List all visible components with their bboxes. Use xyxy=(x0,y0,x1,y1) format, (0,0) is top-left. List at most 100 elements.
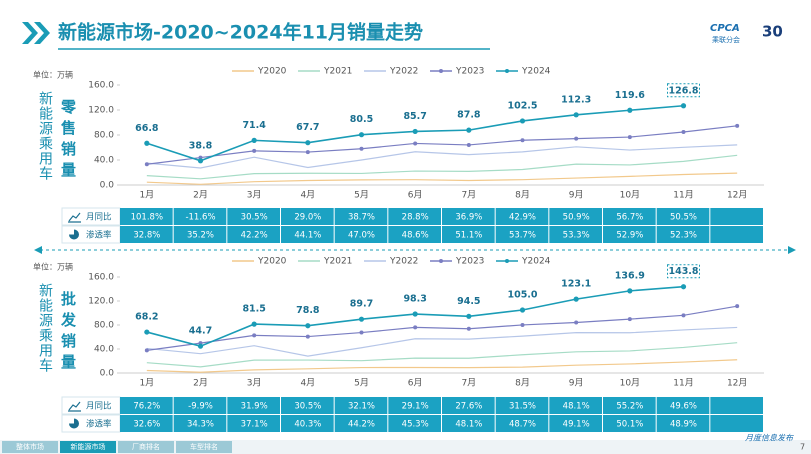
point xyxy=(466,142,471,147)
point xyxy=(251,137,257,143)
y-tick-label: 0.0 xyxy=(100,369,115,379)
table-cell xyxy=(549,226,602,243)
table-cell xyxy=(388,415,441,432)
table-cell-text: 31.9% xyxy=(241,402,268,412)
table-cell-text: -9.9% xyxy=(188,402,213,412)
x-tick-label: 7月 xyxy=(461,190,476,201)
table-cell xyxy=(603,415,656,432)
point xyxy=(144,329,150,335)
table-cell-text: 53.3% xyxy=(563,231,590,241)
data-label: 119.6 xyxy=(615,90,645,101)
page-number: 7 xyxy=(800,443,805,452)
x-tick-label: 7月 xyxy=(461,378,476,389)
table-cell xyxy=(334,397,388,414)
logo-sub: 乘联分会 xyxy=(712,35,740,44)
table-cell-text: 49.6% xyxy=(670,402,697,412)
data-label: 123.1 xyxy=(561,279,591,290)
x-tick-label: 1月 xyxy=(139,190,154,201)
legend-label: Y2023 xyxy=(455,257,484,267)
trend-icon xyxy=(68,212,81,223)
x-tick-label: 10月 xyxy=(620,378,640,389)
data-label: 85.7 xyxy=(403,111,426,122)
table-cell xyxy=(495,397,549,414)
table-cell xyxy=(173,415,227,432)
y-tick-label: 120.0 xyxy=(88,106,114,116)
table-cell-text: 48.6% xyxy=(402,231,429,241)
point xyxy=(144,140,150,146)
table-cell-text: 29.0% xyxy=(294,213,321,223)
table-cell-text: 32.6% xyxy=(133,420,160,430)
table-cell-text: 28.8% xyxy=(402,213,429,223)
table-cell-text: 48.9% xyxy=(670,420,697,430)
footer-note: 月度信息发布 xyxy=(745,434,794,443)
table-cell-text: 48.1% xyxy=(455,420,482,430)
table-cell xyxy=(442,415,495,432)
point xyxy=(197,343,204,349)
y-axis-label: 新能源乘用车 xyxy=(37,91,53,181)
data-label: 112.3 xyxy=(561,94,591,105)
table-cell xyxy=(495,208,549,225)
table-cell xyxy=(603,226,656,243)
legend-label: Y2024 xyxy=(521,257,551,267)
table-cell xyxy=(388,226,441,243)
table-row-label: 月同比 xyxy=(86,212,112,223)
point xyxy=(305,150,310,155)
table-cell-text: 48.1% xyxy=(563,402,590,412)
table-cell xyxy=(656,226,710,243)
point xyxy=(466,313,472,319)
table-cell-text: 48.7% xyxy=(509,420,536,430)
table-cell-text: 56.7% xyxy=(616,213,643,223)
point xyxy=(735,123,740,128)
footer-tab[interactable] xyxy=(60,441,116,453)
table-row-label: 渗透率 xyxy=(86,419,112,430)
table-cell-text: 44.1% xyxy=(294,231,321,241)
trend-icon xyxy=(68,401,81,412)
table-cell xyxy=(334,415,388,432)
y-tick-label: 80.0 xyxy=(94,131,114,141)
data-label: 143.8 xyxy=(668,266,698,277)
data-label: 87.8 xyxy=(457,110,481,121)
table-cell-text: 50.1% xyxy=(616,420,643,430)
table-cell xyxy=(227,397,280,414)
legend-marker xyxy=(439,69,443,73)
y-tick-label: 0.0 xyxy=(100,181,115,191)
point xyxy=(144,348,149,353)
x-tick-label: 8月 xyxy=(515,190,530,201)
x-tick-label: 6月 xyxy=(408,378,423,389)
table-cell xyxy=(334,208,388,225)
point xyxy=(358,132,365,138)
table-cell-text: 34.3% xyxy=(187,420,214,430)
series-line xyxy=(146,359,738,373)
data-label: 67.7 xyxy=(296,122,319,133)
table-cell-text: 30.5% xyxy=(241,213,268,223)
table-cell-text: 50.5% xyxy=(670,213,697,223)
series-line xyxy=(146,326,738,357)
table-cell-text: 45.3% xyxy=(402,420,429,430)
point xyxy=(251,321,257,327)
point xyxy=(681,130,686,134)
table-cell-text: 27.6% xyxy=(455,402,482,412)
footer-tab[interactable] xyxy=(176,441,232,453)
table-cell-text: 52.3% xyxy=(670,231,697,241)
table-cell-text: 36.9% xyxy=(455,213,482,223)
table-cell xyxy=(603,397,656,414)
table-cell xyxy=(173,208,227,225)
data-label: 126.8 xyxy=(668,85,698,96)
x-tick-label: 8月 xyxy=(515,378,530,389)
data-label: 66.8 xyxy=(135,123,159,134)
legend-label: Y2022 xyxy=(389,67,418,77)
legend-marker xyxy=(505,259,509,263)
x-tick-label: 6月 xyxy=(408,190,423,201)
table-row-label: 渗透率 xyxy=(86,230,112,241)
footer-tab[interactable] xyxy=(118,441,174,453)
x-tick-label: 5月 xyxy=(354,378,369,389)
point xyxy=(305,323,311,329)
table-cell-text: 30.5% xyxy=(294,402,321,412)
y-tick-label: 120.0 xyxy=(88,297,114,307)
footer-tab[interactable] xyxy=(2,441,58,453)
x-tick-label: 11月 xyxy=(673,378,693,389)
table-cell xyxy=(710,226,763,243)
point xyxy=(627,107,633,113)
x-tick-label: 1月 xyxy=(139,378,154,389)
